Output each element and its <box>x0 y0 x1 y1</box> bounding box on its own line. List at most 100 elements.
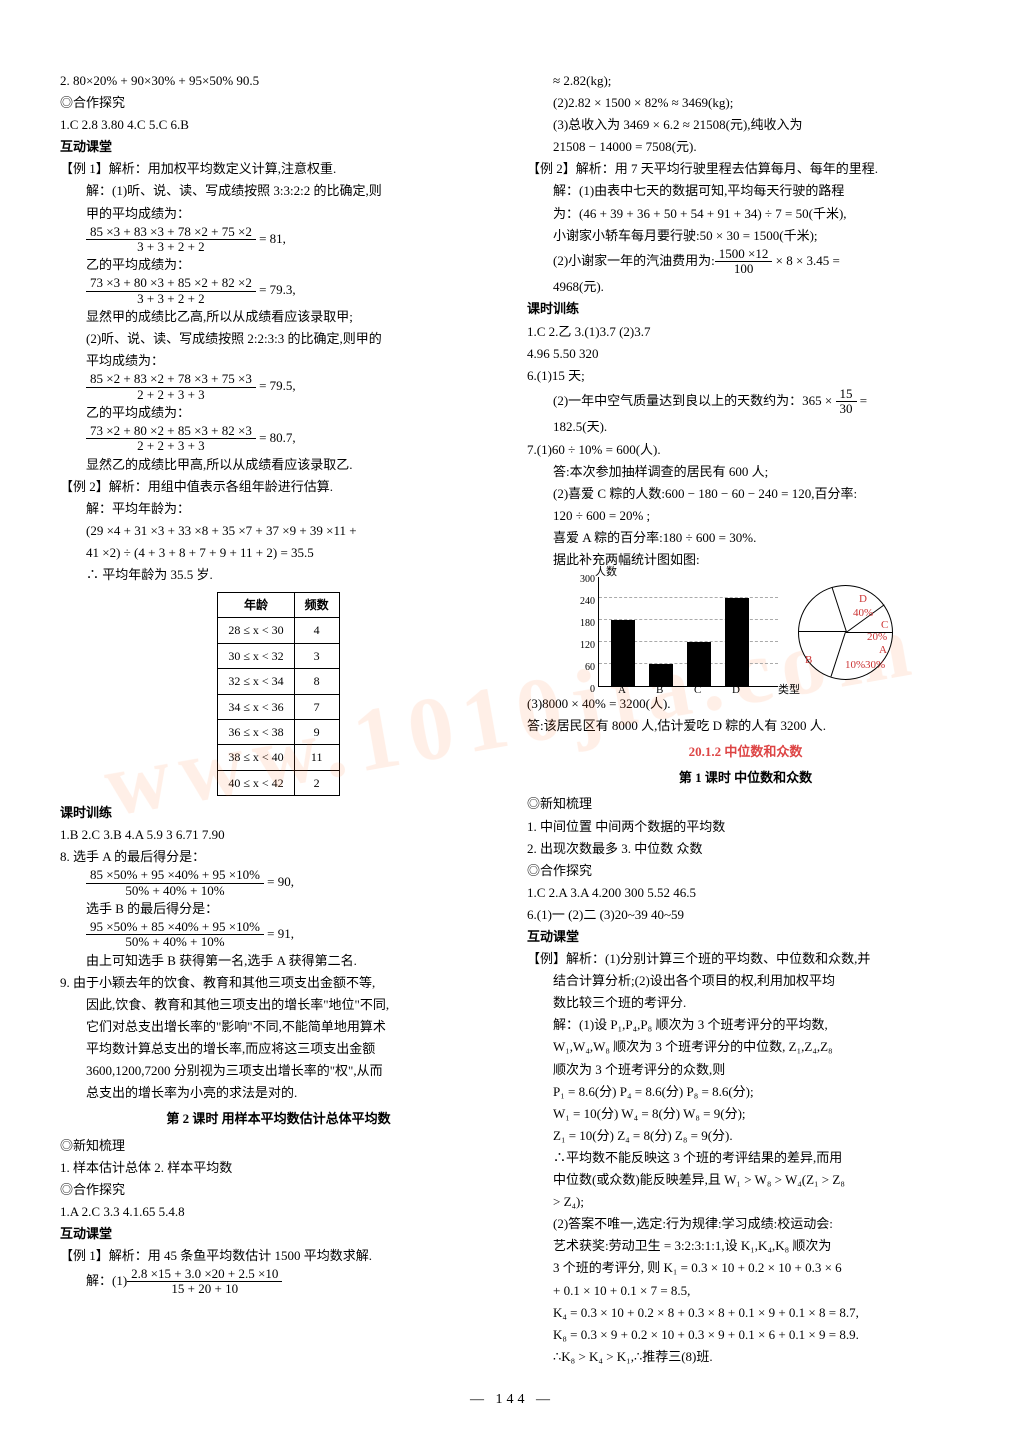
text-line: 2. 80×20% + 90×30% + 95×50% 90.5 <box>60 70 497 92</box>
text-line: Z₁ = 10(分) Z₄ = 8(分) Z₈ = 9(分). <box>527 1125 964 1147</box>
text-line: 4968(元). <box>527 276 964 298</box>
text-line: 1.A 2.C 3.3 4.1.65 5.4.8 <box>60 1201 497 1223</box>
text-line: 解：(1)听、说、读、写成绩按照 3:3:2:2 的比确定,则 <box>60 180 497 202</box>
text-line: 乙的平均成绩为： <box>60 402 497 424</box>
text-line: W₁ = 10(分) W₄ = 8(分) W₈ = 9(分); <box>527 1103 964 1125</box>
text-line: (2)喜爱 C 粽的人数:600 − 180 − 60 − 240 = 120,… <box>527 483 964 505</box>
table-row: 40 ≤ x < 422 <box>218 770 339 795</box>
equation: 73 ×3 + 80 ×3 + 85 ×2 + 82 ×23 + 3 + 2 +… <box>60 276 497 306</box>
text-line: (2)答案不唯一,选定:行为规律:学习成绩:校运动会: <box>527 1213 964 1235</box>
text-line: 9. 由于小颖去年的饮食、教育和其他三项支出金额不等, <box>60 972 497 994</box>
section-heading: 课时训练 <box>527 298 964 320</box>
text-line: 1.C 2.A 3.A 4.200 300 5.52 46.5 <box>527 882 964 904</box>
text-line: 3 个班的考评分, 则 K₁ = 0.3 × 10 + 0.2 × 10 + 0… <box>527 1257 964 1279</box>
text-line: 它们对总支出增长率的"影响"不同,不能简单地用算术 <box>60 1016 497 1038</box>
text-line: 8. 选手 A 的最后得分是： <box>60 846 497 868</box>
text-line: 顺次为 3 个班考评分的众数,则 <box>527 1059 964 1081</box>
page-columns: 2. 80×20% + 90×30% + 95×50% 90.5 ◎合作探究 1… <box>60 70 964 1368</box>
pie-chart: D40%C20%A10%30%B <box>798 585 893 680</box>
table-header: 年龄 <box>218 593 294 618</box>
text-line: 【例 2】解析：用 7 天平均行驶里程去估算每月、每年的里程. <box>527 158 964 180</box>
text-line: > Z₄); <box>527 1191 964 1213</box>
left-column: 2. 80×20% + 90×30% + 95×50% 90.5 ◎合作探究 1… <box>60 70 497 1368</box>
equation: 85 ×50% + 95 ×40% + 95 ×10%50% + 40% + 1… <box>60 868 497 898</box>
page-number: — 144 — <box>60 1388 964 1412</box>
table-row: 36 ≤ x < 389 <box>218 720 339 745</box>
equation: 85 ×2 + 83 ×2 + 78 ×3 + 75 ×32 + 2 + 3 +… <box>60 372 497 402</box>
text-line: 6.(1)一 (2)二 (3)20~39 40~59 <box>527 904 964 926</box>
text-line: 21508 − 14000 = 7508(元). <box>527 136 964 158</box>
text-line: 答:该居民区有 8000 人,估计爱吃 D 粽的人有 3200 人. <box>527 715 964 737</box>
text-line: 解：(1)设 P₁,P₄,P₈ 顺次为 3 个班考评分的平均数, <box>527 1014 964 1036</box>
table-row: 34 ≤ x < 367 <box>218 694 339 719</box>
text-line: 1. 样本估计总体 2. 样本平均数 <box>60 1157 497 1179</box>
text-line: 小谢家小轿车每月要行驶:50 × 30 = 1500(千米); <box>527 225 964 247</box>
text-line: 答:本次参加抽样调查的居民有 600 人; <box>527 461 964 483</box>
text-line: 2. 出现次数最多 3. 中位数 众数 <box>527 838 964 860</box>
text-line: 【例】解析：(1)分别计算三个班的平均数、中位数和众数,并 <box>527 948 964 970</box>
text-line: 总支出的增长率为小亮的求法是对的. <box>60 1082 497 1104</box>
text-line: 显然乙的成绩比甲高,所以从成绩看应该录取乙. <box>60 454 497 476</box>
text-line: ≈ 2.82(kg); <box>527 70 964 92</box>
text-line: 【例 1】解析：用 45 条鱼平均数估计 1500 平均数求解. <box>60 1245 497 1267</box>
equation: 73 ×2 + 80 ×2 + 85 ×3 + 82 ×32 + 2 + 3 +… <box>60 424 497 454</box>
text-line: 6.(1)15 天; <box>527 365 964 387</box>
frequency-table: 年龄 频数 28 ≤ x < 304 30 ≤ x < 323 32 ≤ x <… <box>217 592 339 796</box>
text-line: 显然甲的成绩比乙高,所以从成绩看应该录取甲; <box>60 306 497 328</box>
section-heading: ◎合作探究 <box>60 1179 497 1201</box>
text-line: 据此补充两幅统计图如图: <box>527 549 964 571</box>
table-row: 30 ≤ x < 323 <box>218 643 339 668</box>
text-line: 由上可知选手 B 获得第一名,选手 A 获得第二名. <box>60 950 497 972</box>
table-row: 38 ≤ x < 4011 <box>218 745 339 770</box>
text-line: 甲的平均成绩为： <box>60 203 497 225</box>
table-row: 年龄 频数 <box>218 593 339 618</box>
section-subtitle: 第 1 课时 中位数和众数 <box>527 767 964 789</box>
text-line: 平均成绩为： <box>60 350 497 372</box>
y-axis-label: 人数 <box>595 563 617 582</box>
equation: 85 ×3 + 83 ×3 + 78 ×2 + 75 ×23 + 3 + 2 +… <box>60 225 497 255</box>
text-line: K₄ = 0.3 × 10 + 0.2 × 8 + 0.3 × 8 + 0.1 … <box>527 1302 964 1324</box>
section-title: 第 2 课时 用样本平均数估计总体平均数 <box>60 1108 497 1130</box>
text-line: 为：(46 + 39 + 36 + 50 + 54 + 91 + 34) ÷ 7… <box>527 203 964 225</box>
table-row: 32 ≤ x < 348 <box>218 669 339 694</box>
equation: 95 ×50% + 85 ×40% + 95 ×10%50% + 40% + 1… <box>60 920 497 950</box>
equation: (2)小谢家一年的汽油费用为:1500 ×12100 × 8 × 3.45 = <box>527 247 964 277</box>
text-line: 解：平均年龄为： <box>60 498 497 520</box>
text-line: 1.C 2.乙 3.(1)3.7 (2)3.7 <box>527 321 964 343</box>
section-heading: ◎合作探究 <box>60 92 497 114</box>
text-line: 中位数(或众数)能反映差异,且 W₁ > W₈ > W₄(Z₁ > Z₈ <box>527 1169 964 1191</box>
text-line: P₁ = 8.6(分) P₄ = 8.6(分) P₈ = 8.6(分); <box>527 1081 964 1103</box>
text-line: (2)听、说、读、写成绩按照 2:2:3:3 的比确定,则甲的 <box>60 328 497 350</box>
text-line: 1. 中间位置 中间两个数据的平均数 <box>527 816 964 838</box>
text-line: 41 ×2) ÷ (4 + 3 + 8 + 7 + 9 + 11 + 2) = … <box>60 542 497 564</box>
text-line: 艺术获奖:劳动卫生 = 3:2:3:1:1,设 K₁,K₄,K₈ 顺次为 <box>527 1235 964 1257</box>
text-line: 【例 2】解析：用组中值表示各组年龄进行估算. <box>60 476 497 498</box>
text-line: 平均数计算总支出的增长率,而应将这三项支出金额 <box>60 1038 497 1060</box>
text-line: 选手 B 的最后得分是： <box>60 898 497 920</box>
text-line: 3600,1200,7200 分别视为三项支出增长率的"权",从而 <box>60 1060 497 1082</box>
section-heading: 互动课堂 <box>527 926 964 948</box>
table-header: 频数 <box>294 593 339 618</box>
text-line: 4.96 5.50 320 <box>527 343 964 365</box>
equation: (2)一年中空气质量达到良以上的天数约为：365 × 1530 = <box>527 387 964 417</box>
right-column: ≈ 2.82(kg); (2)2.82 × 1500 × 82% ≈ 3469(… <box>527 70 964 1368</box>
text-line: + 0.1 × 10 + 0.1 × 7 = 8.5, <box>527 1280 964 1302</box>
bar-chart: 人数 300240180120600ABCD类型 <box>598 577 778 687</box>
section-heading: ◎新知梳理 <box>60 1135 497 1157</box>
text-line: ∴ 平均年龄为 35.5 岁. <box>60 564 497 586</box>
text-line: 解：(1)由表中七天的数据可知,平均每天行驶的路程 <box>527 180 964 202</box>
text-line: (2)2.82 × 1500 × 82% ≈ 3469(kg); <box>527 92 964 114</box>
equation: 解：(1)2.8 ×15 + 3.0 ×20 + 2.5 ×1015 + 20 … <box>60 1267 497 1297</box>
text-line: 乙的平均成绩为： <box>60 254 497 276</box>
text-line: 因此,饮食、教育和其他三项支出的增长率"地位"不同, <box>60 994 497 1016</box>
text-line: 7.(1)60 ÷ 10% = 600(人). <box>527 439 964 461</box>
section-heading: 互动课堂 <box>60 1223 497 1245</box>
section-heading: ◎合作探究 <box>527 860 964 882</box>
text-line: (29 ×4 + 31 ×3 + 33 ×8 + 35 ×7 + 37 ×9 +… <box>60 520 497 542</box>
charts-container: 人数 300240180120600ABCD类型 D40%C20%A10%30%… <box>527 577 964 687</box>
section-heading: 互动课堂 <box>60 136 497 158</box>
text-line: W₁,W₄,W₈ 顺次为 3 个班考评分的中位数, Z₁,Z₄,Z₈ <box>527 1036 964 1058</box>
text-line: ∴平均数不能反映这 3 个班的考评结果的差异,而用 <box>527 1147 964 1169</box>
text-line: 1.C 2.8 3.80 4.C 5.C 6.B <box>60 114 497 136</box>
text-line: 182.5(天). <box>527 416 964 438</box>
